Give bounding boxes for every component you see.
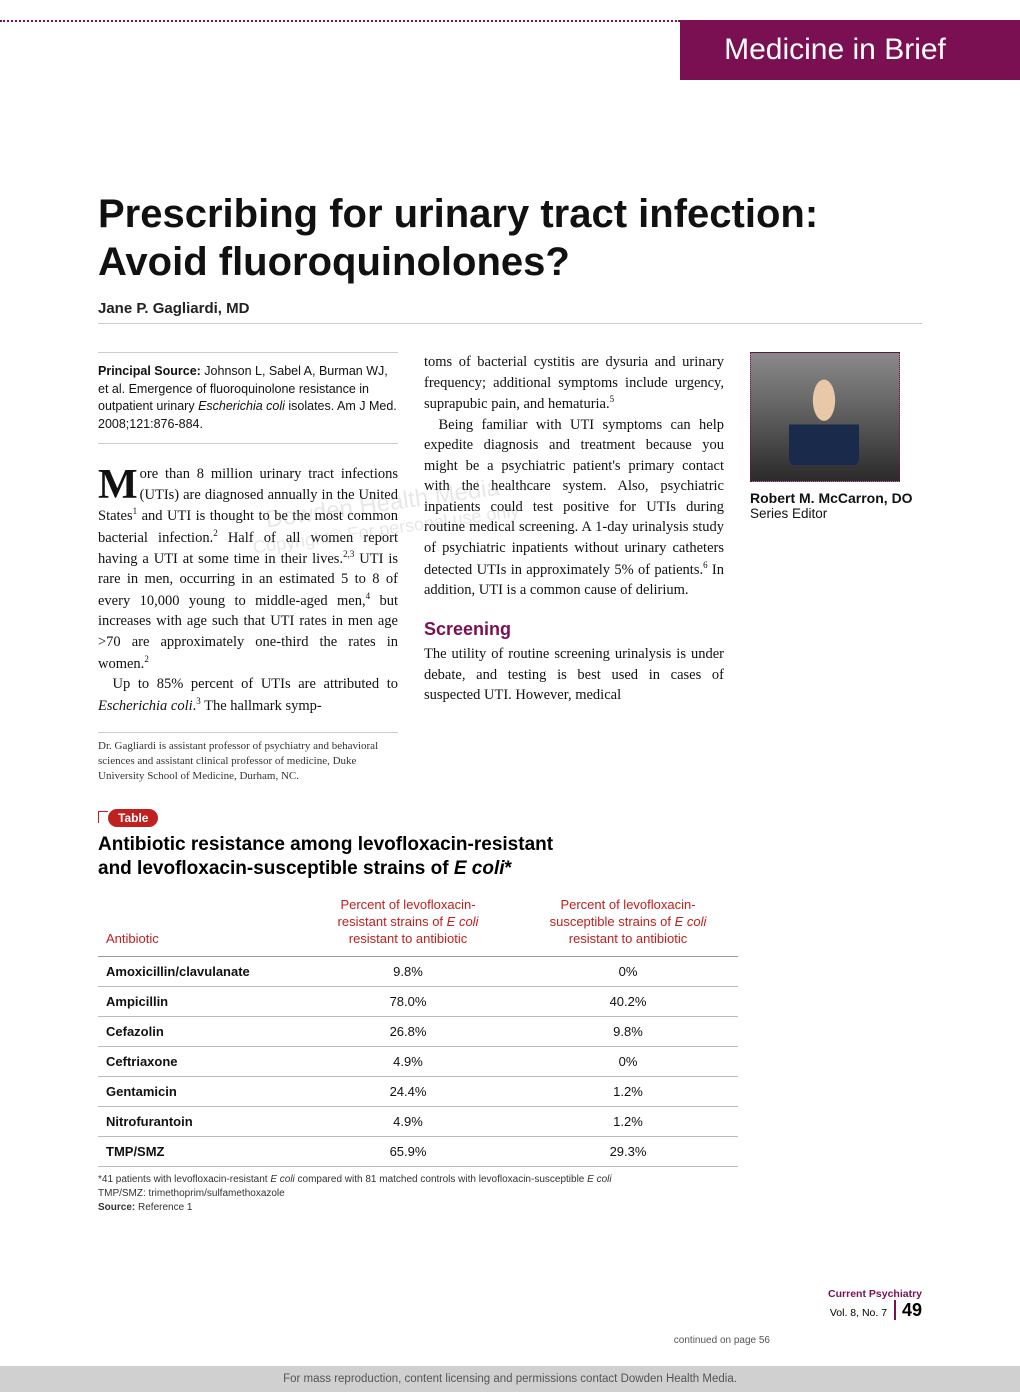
author-affiliation: Dr. Gagliardi is assistant professor of … xyxy=(98,732,398,784)
table-title-ital: E coli xyxy=(454,858,505,879)
section-header: Medicine in Brief xyxy=(680,20,1020,80)
table-footnotes: *41 patients with levofloxacin-resistant… xyxy=(98,1173,738,1215)
column-middle: toms of bacterial cystitis are dysuria a… xyxy=(424,352,724,783)
table-block: Table Antibiotic resistance among levofl… xyxy=(98,809,738,1214)
para2a: Up to 85% percent of UTIs are attributed… xyxy=(113,676,399,692)
col-header-resistant: Percent of levofloxacin- resistant strai… xyxy=(298,893,518,956)
table-row: Cefazolin26.8%9.8% xyxy=(98,1016,738,1046)
para-2: Up to 85% percent of UTIs are attributed… xyxy=(98,674,398,716)
table-tab: Table xyxy=(108,809,158,827)
table-title-1: Antibiotic resistance among levofloxacin… xyxy=(98,834,553,855)
sup-23: 2,3 xyxy=(343,549,354,559)
title-line-2: Avoid fluoroquinolones? xyxy=(98,240,570,284)
journal-name: Current Psychiatry xyxy=(828,1288,922,1300)
byline: Jane P. Gagliardi, MD xyxy=(98,300,922,324)
footnote-2: TMP/SMZ: trimethoprim/sulfamethoxazole xyxy=(98,1187,738,1201)
mid-para-3: The utility of routine screening urinaly… xyxy=(424,644,724,706)
sup-5: 5 xyxy=(610,394,615,404)
editor-photo xyxy=(750,352,900,482)
source-label: Principal Source: xyxy=(98,364,201,378)
sup-2b: 2 xyxy=(144,654,149,664)
continued-note: continued on page 56 xyxy=(674,1335,770,1346)
table-row: Gentamicin24.4%1.2% xyxy=(98,1076,738,1106)
resistance-table: Antibiotic Percent of levofloxacin- resi… xyxy=(98,893,738,1167)
footnote-1: *41 patients with levofloxacin-resistant… xyxy=(98,1173,738,1187)
table-row: Amoxicillin/clavulanate9.8%0% xyxy=(98,956,738,986)
footer-bar: For mass reproduction, content licensing… xyxy=(0,1366,1020,1392)
source-ital: Escherichia coli xyxy=(198,399,285,413)
journal-issue: Vol. 8, No. 7 xyxy=(830,1307,887,1319)
para-1: More than 8 million urinary tract infect… xyxy=(98,464,398,674)
para2c: The hallmark symp- xyxy=(201,697,322,713)
table-title-2b: * xyxy=(505,858,512,879)
header-dotted-rule xyxy=(0,20,680,22)
table-body: Amoxicillin/clavulanate9.8%0% Ampicillin… xyxy=(98,956,738,1166)
col-header-susceptible: Percent of levofloxacin- susceptible str… xyxy=(518,893,738,956)
dropcap: M xyxy=(98,464,140,502)
screening-heading: Screening xyxy=(424,617,724,643)
table-title: Antibiotic resistance among levofloxacin… xyxy=(98,833,738,881)
column-left: Principal Source: Johnson L, Sabel A, Bu… xyxy=(98,352,398,783)
editor-role: Series Editor xyxy=(750,506,920,521)
mid-para-2: Being familiar with UTI symptoms can hel… xyxy=(424,415,724,601)
table-row: Ampicillin78.0%40.2% xyxy=(98,986,738,1016)
table-row: TMP/SMZ65.9%29.3% xyxy=(98,1136,738,1166)
principal-source: Principal Source: Johnson L, Sabel A, Bu… xyxy=(98,352,398,444)
mid1: toms of bacterial cystitis are dysuria a… xyxy=(424,354,724,412)
page-number: 49 xyxy=(894,1300,922,1320)
table-row: Nitrofurantoin4.9%1.2% xyxy=(98,1106,738,1136)
table-title-2a: and levofloxacin-susceptible strains of xyxy=(98,858,454,879)
footnote-3: Source: Reference 1 xyxy=(98,1201,738,1215)
mid-para-1: toms of bacterial cystitis are dysuria a… xyxy=(424,352,724,415)
editor-name: Robert M. McCarron, DO xyxy=(750,490,920,506)
column-right: Robert M. McCarron, DO Series Editor xyxy=(750,352,920,783)
para2-ital: Escherichia coli xyxy=(98,697,193,713)
journal-mark: Current Psychiatry Vol. 8, No. 7 49 xyxy=(828,1288,922,1322)
article-title: Prescribing for urinary tract infection:… xyxy=(98,190,922,286)
col-header-antibiotic: Antibiotic xyxy=(98,893,298,956)
table-corner-rule xyxy=(98,811,108,823)
mid2: Being familiar with UTI symptoms can hel… xyxy=(424,417,724,578)
title-line-1: Prescribing for urinary tract infection: xyxy=(98,192,818,236)
table-row: Ceftriaxone4.9%0% xyxy=(98,1046,738,1076)
